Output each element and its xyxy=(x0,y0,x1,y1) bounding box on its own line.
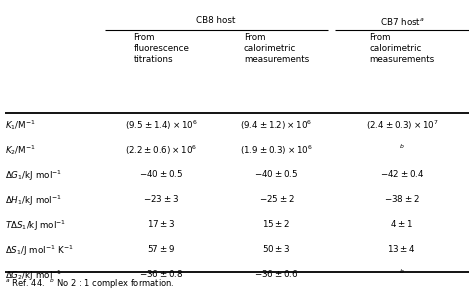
Text: $-42 \pm 0.4$: $-42 \pm 0.4$ xyxy=(380,168,424,179)
Text: $^b$: $^b$ xyxy=(399,268,405,277)
Text: $-25 \pm 2$: $-25 \pm 2$ xyxy=(259,193,294,204)
Text: $^{a}$ Ref. 44.  $^{b}$ No 2 : 1 complex formation.: $^{a}$ Ref. 44. $^{b}$ No 2 : 1 complex … xyxy=(5,277,174,291)
Text: $17 \pm 3$: $17 \pm 3$ xyxy=(147,218,176,229)
Text: $(2.2 \pm 0.6) \times 10^6$: $(2.2 \pm 0.6) \times 10^6$ xyxy=(125,143,198,157)
Text: $-38 \pm 2$: $-38 \pm 2$ xyxy=(384,193,420,204)
Text: $\Delta H_1$/kJ mol$^{-1}$: $\Delta H_1$/kJ mol$^{-1}$ xyxy=(5,193,62,208)
Text: $K_1$/M$^{-1}$: $K_1$/M$^{-1}$ xyxy=(5,118,36,132)
Text: From
calorimetric
measurements: From calorimetric measurements xyxy=(369,33,435,64)
Text: $-36 \pm 0.8$: $-36 \pm 0.8$ xyxy=(139,268,183,279)
Text: $(9.5 \pm 1.4) \times 10^6$: $(9.5 \pm 1.4) \times 10^6$ xyxy=(125,118,198,132)
Text: $T\Delta S_1$/kJ mol$^{-1}$: $T\Delta S_1$/kJ mol$^{-1}$ xyxy=(5,218,66,233)
Text: $4 \pm 1$: $4 \pm 1$ xyxy=(391,218,413,229)
Text: $\Delta G_1$/kJ mol$^{-1}$: $\Delta G_1$/kJ mol$^{-1}$ xyxy=(5,168,62,183)
Text: $15 \pm 2$: $15 \pm 2$ xyxy=(262,218,291,229)
Text: From
calorimetric
measurements: From calorimetric measurements xyxy=(244,33,309,64)
Text: $K_2$/M$^{-1}$: $K_2$/M$^{-1}$ xyxy=(5,143,36,157)
Text: $-36 \pm 0.6$: $-36 \pm 0.6$ xyxy=(254,268,299,279)
Text: $\Delta G_2$/kJ mol$^{-1}$: $\Delta G_2$/kJ mol$^{-1}$ xyxy=(5,268,62,283)
Text: $\Delta S_1$/J mol$^{-1}$ K$^{-1}$: $\Delta S_1$/J mol$^{-1}$ K$^{-1}$ xyxy=(5,243,73,258)
Text: $57 \pm 9$: $57 \pm 9$ xyxy=(147,243,175,254)
Text: CB8 host: CB8 host xyxy=(196,16,236,25)
Text: $(9.4 \pm 1.2) \times 10^6$: $(9.4 \pm 1.2) \times 10^6$ xyxy=(240,118,313,132)
Text: $-40 \pm 0.5$: $-40 \pm 0.5$ xyxy=(139,168,183,179)
Text: $13 \pm 4$: $13 \pm 4$ xyxy=(387,243,416,254)
Text: $^b$: $^b$ xyxy=(399,143,405,152)
Text: $-40 \pm 0.5$: $-40 \pm 0.5$ xyxy=(254,168,299,179)
Text: $50 \pm 3$: $50 \pm 3$ xyxy=(262,243,291,254)
Text: $(1.9 \pm 0.3) \times 10^6$: $(1.9 \pm 0.3) \times 10^6$ xyxy=(240,143,313,157)
Text: $(2.4 \pm 0.3) \times 10^7$: $(2.4 \pm 0.3) \times 10^7$ xyxy=(365,118,438,132)
Text: $-23 \pm 3$: $-23 \pm 3$ xyxy=(143,193,179,204)
Text: CB7 host$^{a}$: CB7 host$^{a}$ xyxy=(380,16,424,27)
Text: From
fluorescence
titrations: From fluorescence titrations xyxy=(133,33,189,64)
